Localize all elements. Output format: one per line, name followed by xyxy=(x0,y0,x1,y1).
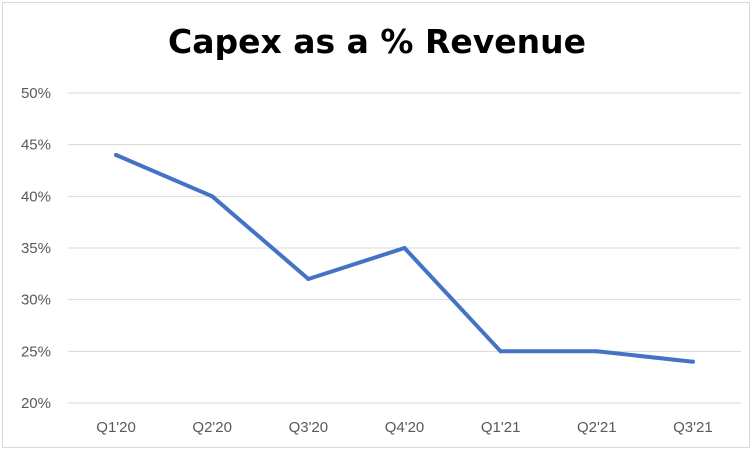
x-tick-label: Q1'21 xyxy=(481,419,521,436)
chart-title: Capex as a % Revenue xyxy=(167,22,587,61)
x-tick-label: Q2'21 xyxy=(577,419,617,436)
data-point xyxy=(498,349,503,354)
y-tick-label: 40% xyxy=(21,188,51,205)
chart-frame xyxy=(2,2,750,448)
y-tick-label: 30% xyxy=(21,292,51,309)
x-tick-label: Q2'20 xyxy=(192,419,232,436)
data-point xyxy=(210,194,215,199)
gridlines xyxy=(68,92,741,404)
y-tick-label: 25% xyxy=(21,343,51,360)
data-point xyxy=(306,277,311,281)
x-tick-label: Q1'20 xyxy=(96,419,136,436)
y-tick-label: 20% xyxy=(21,395,51,412)
series-group xyxy=(114,153,695,364)
x-tick-label: Q3'20 xyxy=(289,419,329,436)
series-line xyxy=(114,153,695,364)
x-tick-label: Q4'20 xyxy=(385,419,425,436)
x-axis-ticks: Q1'20 Q2'20 Q3'20 Q4'20 Q1'21 Q2'21 Q3'21 xyxy=(96,419,712,436)
y-tick-label: 50% xyxy=(21,85,51,102)
data-point xyxy=(402,246,407,250)
y-tick-label: 45% xyxy=(21,137,51,154)
data-point xyxy=(594,349,599,354)
data-point xyxy=(114,153,119,157)
y-tick-label: 35% xyxy=(21,240,51,257)
data-point xyxy=(690,359,695,364)
y-axis-ticks: 20% 25% 30% 35% 40% 45% 50% xyxy=(21,85,51,412)
x-tick-label: Q3'21 xyxy=(673,419,713,436)
